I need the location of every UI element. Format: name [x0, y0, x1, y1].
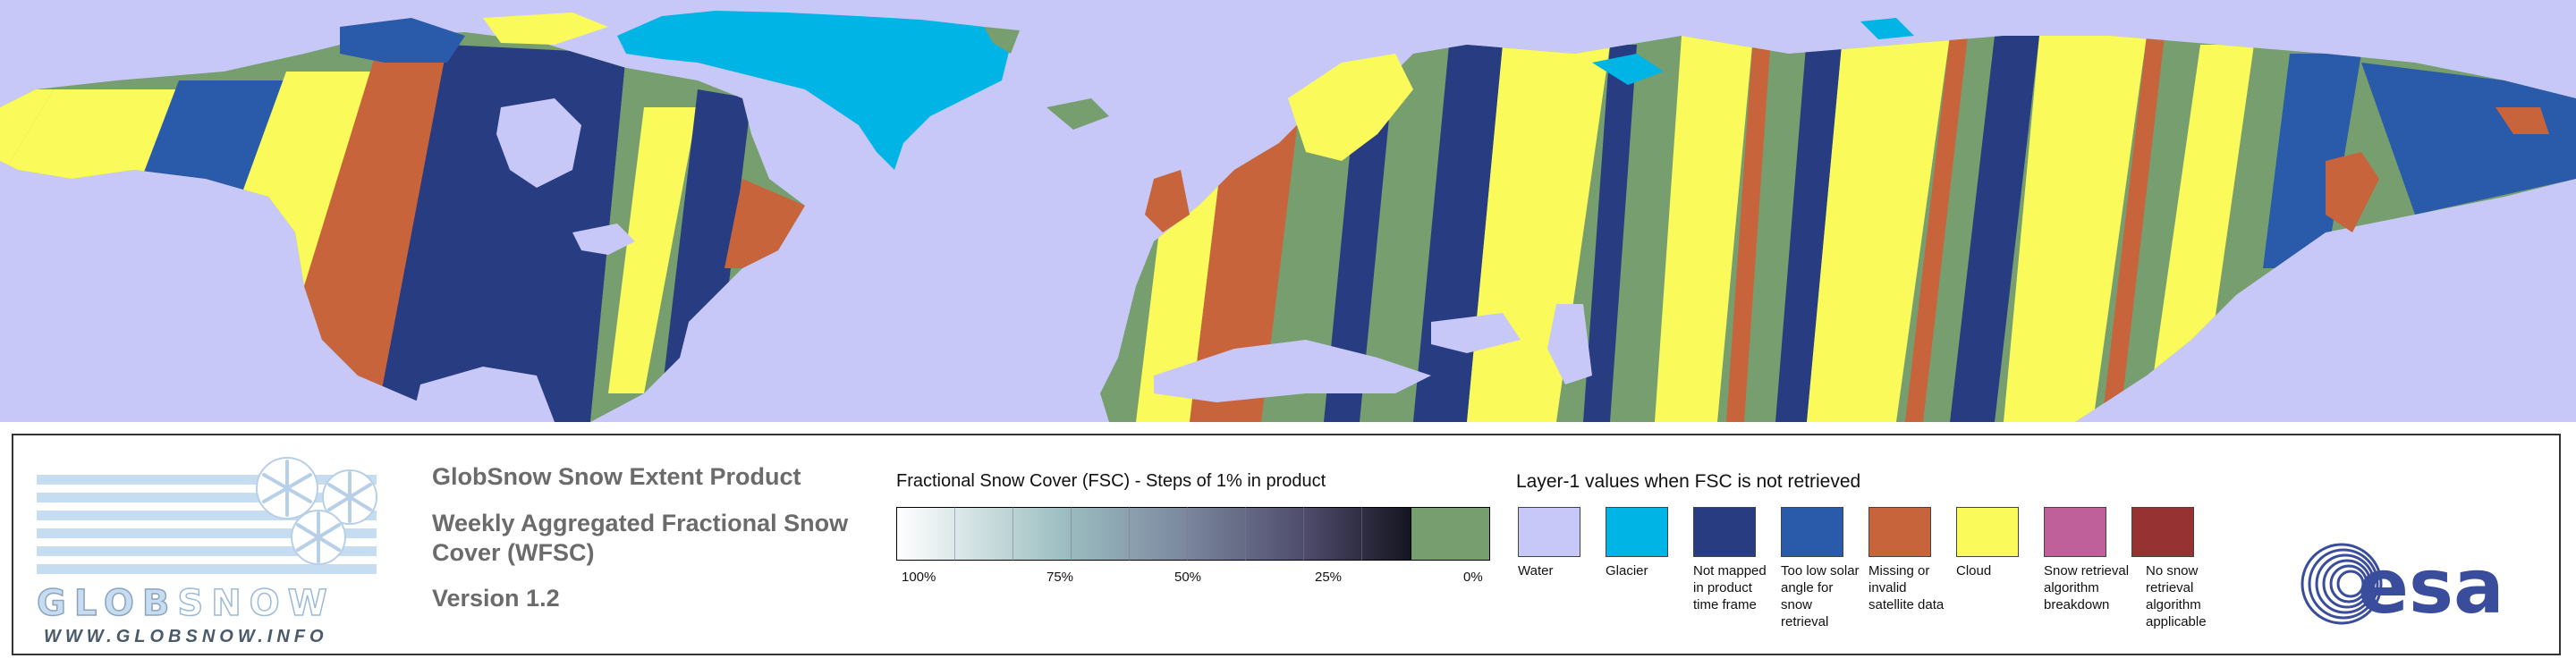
label-no-algorithm: No snow retrieval algorithm applicable	[2146, 563, 2207, 629]
north-america	[0, 32, 805, 422]
label-low-solar-angle: Too low solar angle for snow retrieval	[1781, 563, 1860, 629]
fsc-tick	[1129, 507, 1130, 561]
layer1-legend-title: Layer-1 values when FSC is not retrieved	[1516, 471, 1861, 492]
fsc-tick	[1303, 507, 1304, 561]
british-isles	[1145, 170, 1190, 232]
product-subtitle: Weekly Aggregated Fractional Snow Cover …	[432, 510, 849, 566]
snowflake-icon	[256, 457, 377, 565]
swatch-missing-data	[1868, 507, 1931, 557]
great-lakes	[572, 224, 635, 255]
globsnow-wordmark: GLOBSNOW	[36, 583, 335, 624]
swatch-no-algorithm	[2131, 507, 2194, 557]
legend-panel: GLOBSNOW WWW.GLOBSNOW.INFO GlobSnow Snow…	[12, 434, 2561, 655]
fsc-label-0: 0%	[1463, 570, 1483, 585]
website-url: WWW.GLOBSNOW.INFO	[44, 627, 328, 646]
fsc-tick	[1071, 507, 1072, 561]
product-version: Version 1.2	[432, 585, 560, 612]
swatch-cloud	[1956, 507, 2019, 557]
logo-stripe	[37, 528, 377, 538]
fsc-label-25: 25%	[1315, 570, 1343, 585]
scandinavia	[1288, 54, 1413, 161]
esa-swirl-icon: esa	[2301, 543, 2504, 630]
swatch-not-mapped	[1693, 507, 1756, 557]
label-not-mapped: Not mapped in product time frame	[1693, 563, 1767, 612]
product-titles: GlobSnow Snow Extent Product Weekly Aggr…	[432, 462, 888, 612]
logo-stripe	[37, 564, 377, 574]
gulf-of-mexico	[411, 367, 555, 422]
fsc-tick	[1361, 507, 1362, 561]
mediterranean	[1154, 340, 1431, 402]
caspian-sea	[1547, 304, 1592, 384]
fsc-label-75: 75%	[1046, 570, 1074, 585]
greenland-glacier	[617, 11, 1011, 170]
greenland-coast	[984, 27, 1020, 54]
logo-stripe	[37, 493, 377, 502]
swatch-glacier	[1606, 507, 1668, 557]
fsc-label-50: 50%	[1174, 570, 1202, 585]
kamchatka	[2326, 152, 2379, 232]
hudson-bay	[496, 98, 581, 188]
iceland	[1046, 98, 1109, 130]
fsc-gradient-bar	[896, 507, 1411, 561]
map-graphic	[0, 11, 2576, 422]
snow-cover-map	[0, 0, 2576, 422]
fsc-tick	[954, 507, 955, 561]
fsc-legend-title: Fractional Snow Cover (FSC) - Steps of 1…	[896, 471, 1326, 491]
swatch-algorithm-breakdown	[2044, 507, 2106, 557]
chukotka-tip	[2496, 107, 2549, 134]
logo-stripe	[37, 546, 377, 556]
label-glacier: Glacier	[1606, 563, 1648, 578]
black-sea	[1431, 313, 1521, 353]
label-water: Water	[1518, 563, 1554, 578]
label-missing-data: Missing or invalid satellite data	[1868, 563, 1945, 612]
fsc-tick	[1187, 507, 1188, 561]
swatch-water	[1518, 507, 1580, 557]
fsc-zero-swatch	[1411, 507, 1490, 561]
swatch-low-solar-angle	[1781, 507, 1843, 557]
fsc-label-100: 100%	[902, 570, 936, 585]
logo-stripe	[37, 475, 377, 485]
esa-wordmark: esa	[2358, 543, 2504, 630]
fsc-tick	[1245, 507, 1246, 561]
label-cloud: Cloud	[1956, 563, 1992, 578]
arctic-islands-2	[483, 13, 608, 45]
arctic-islands	[340, 18, 465, 63]
globsnow-logo: GLOBSNOW WWW.GLOBSNOW.INFO	[36, 448, 412, 646]
label-algorithm-breakdown: Snow retrieval algorithm breakdown	[2044, 563, 2130, 612]
esa-logo: esa	[2299, 541, 2540, 630]
arctic-glacier-islands	[1860, 18, 1914, 39]
svalbard	[1592, 54, 1664, 85]
product-title: GlobSnow Snow Extent Product	[432, 463, 801, 490]
logo-stripe	[37, 511, 377, 520]
